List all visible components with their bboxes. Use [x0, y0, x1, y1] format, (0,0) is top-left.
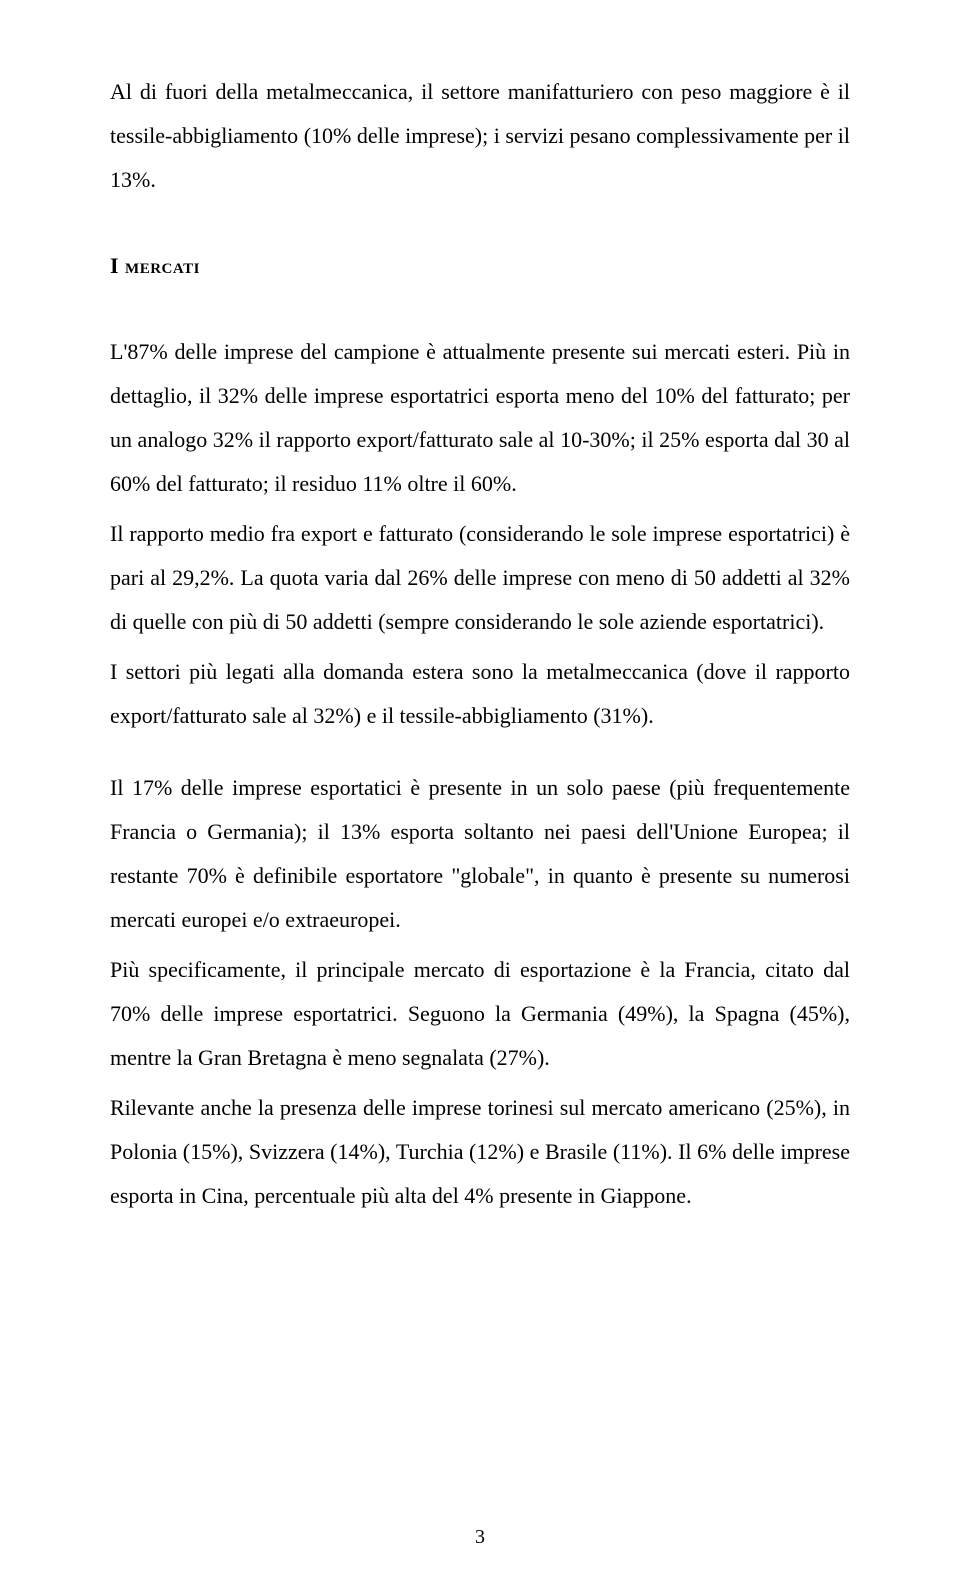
paragraph-4: I settori più legati alla domanda estera… — [110, 650, 850, 738]
section-heading-mercati: I mercati — [110, 244, 850, 288]
document-page: Al di fuori della metalmeccanica, il set… — [0, 0, 960, 1587]
paragraph-7: Rilevante anche la presenza delle impres… — [110, 1086, 850, 1218]
paragraph-3: Il rapporto medio fra export e fatturato… — [110, 512, 850, 644]
paragraph-intro: Al di fuori della metalmeccanica, il set… — [110, 70, 850, 202]
paragraph-2: L'87% delle imprese del campione è attua… — [110, 330, 850, 506]
page-number: 3 — [0, 1517, 960, 1557]
paragraph-6: Più specificamente, il principale mercat… — [110, 948, 850, 1080]
paragraph-5: Il 17% delle imprese esportatici è prese… — [110, 766, 850, 942]
